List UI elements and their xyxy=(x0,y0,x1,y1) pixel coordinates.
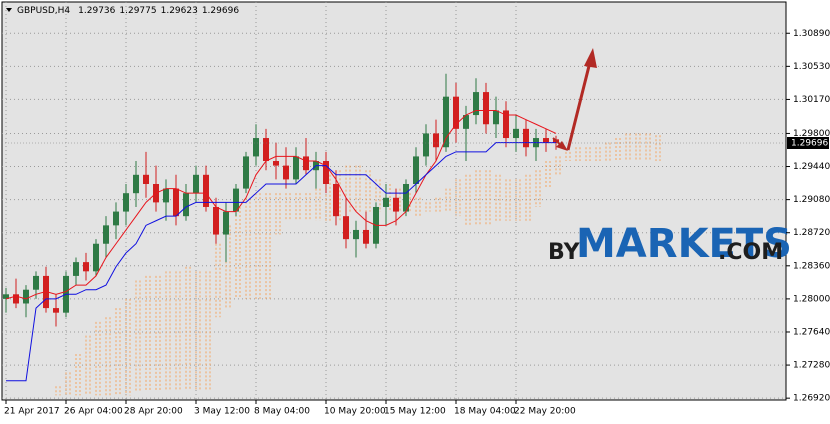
candle-body xyxy=(333,183,339,217)
arrow-head xyxy=(584,48,597,68)
header-close: 1.29696 xyxy=(202,6,239,16)
header-icon xyxy=(6,8,12,12)
header-high: 1.29775 xyxy=(119,6,156,16)
candle-body xyxy=(433,133,439,148)
candle-body xyxy=(523,128,529,148)
candle-body xyxy=(513,128,519,139)
candle-body xyxy=(23,289,29,304)
y-tick-label: 1.29080 xyxy=(793,195,830,205)
candle-body xyxy=(83,262,89,272)
y-tick-label: 1.29440 xyxy=(793,162,830,172)
y-tick-label: 1.30530 xyxy=(793,62,830,72)
y-tick-label: 1.28360 xyxy=(793,261,830,271)
watermark-brand: MARKETS xyxy=(576,221,792,267)
candle-body xyxy=(503,110,509,139)
cloud xyxy=(55,133,661,396)
candle-body xyxy=(113,211,119,226)
candle-body xyxy=(3,294,9,299)
watermark-prefix: BY xyxy=(548,240,581,265)
arrow-small-head xyxy=(556,141,568,151)
candle-body xyxy=(223,211,229,235)
candle-body xyxy=(323,161,329,184)
forecast-arrow xyxy=(552,48,597,151)
candle-body xyxy=(263,138,269,162)
candle-body xyxy=(213,206,219,235)
candle-body xyxy=(353,229,359,240)
candle-body xyxy=(303,156,309,171)
candle-body xyxy=(193,174,199,194)
candle-body xyxy=(123,193,129,212)
candle-body xyxy=(13,294,19,304)
candle-body xyxy=(473,92,479,116)
candle-body xyxy=(233,188,239,212)
candle-body xyxy=(73,262,79,276)
x-tick-label: 10 May 20:00 xyxy=(324,407,386,417)
x-tick-label: 8 May 04:00 xyxy=(254,407,310,417)
layers xyxy=(2,2,786,400)
candle-body xyxy=(493,110,499,125)
arrow-shaft xyxy=(566,61,592,151)
x-tick-label: 15 May 12:00 xyxy=(384,407,446,417)
header-open: 1.29736 xyxy=(78,6,115,16)
y-tick-label: 1.27640 xyxy=(793,327,830,337)
header-text: GBPUSD,H4 1.29736 1.29775 1.29623 1.29696 xyxy=(17,6,239,16)
candle-body xyxy=(413,156,419,184)
candle-body xyxy=(143,174,149,184)
indicator-line xyxy=(5,109,557,300)
candle-body xyxy=(93,243,99,272)
y-tick-label: 1.27280 xyxy=(793,361,830,371)
candle-body xyxy=(33,275,39,290)
candle-body xyxy=(103,225,109,244)
candle-body xyxy=(53,308,59,313)
candle-body xyxy=(543,138,549,143)
candle-body xyxy=(273,161,279,166)
candle-body xyxy=(183,193,189,217)
candle-body xyxy=(253,138,259,157)
x-tick-label: 21 Apr 2017 xyxy=(4,407,60,417)
header: GBPUSD,H4 1.29736 1.29775 1.29623 1.29696 xyxy=(6,6,239,16)
last-price-box xyxy=(787,137,829,150)
last-price-label: 1.29696 xyxy=(791,139,828,149)
watermark: BY MARKETS .COM xyxy=(548,221,792,267)
y-tick-label: 1.30170 xyxy=(793,95,830,105)
candle-body xyxy=(453,96,459,129)
candles xyxy=(3,73,559,327)
watermark-suffix: .COM xyxy=(718,240,783,265)
candle-body xyxy=(163,188,169,203)
candle-body xyxy=(383,197,389,207)
y-tick-label: 1.28000 xyxy=(793,294,830,304)
candle-body xyxy=(403,183,409,212)
x-tick-label: 28 Apr 20:00 xyxy=(124,407,183,417)
candle-body xyxy=(393,197,399,212)
candle-body xyxy=(423,133,429,157)
header-low: 1.29623 xyxy=(161,6,198,16)
candle-body xyxy=(483,92,489,125)
candle-body xyxy=(343,216,349,240)
candle-body xyxy=(443,96,449,148)
candle-body xyxy=(173,188,179,217)
indicator-line xyxy=(6,142,556,382)
candle-body xyxy=(283,165,289,180)
x-tick-label: 18 May 04:00 xyxy=(454,407,516,417)
candle-body xyxy=(293,156,299,180)
candle-body xyxy=(203,174,209,207)
x-tick-label: 3 May 12:00 xyxy=(194,407,250,417)
candle-body xyxy=(243,156,249,189)
y-tick-label: 1.29800 xyxy=(793,129,830,139)
y-tick-label: 1.30890 xyxy=(793,29,830,39)
candle-body xyxy=(363,229,369,244)
x-tick-label: 22 May 20:00 xyxy=(514,407,576,417)
y-tick-label: 1.28720 xyxy=(793,228,830,238)
x-tick-label: 26 Apr 04:00 xyxy=(64,407,123,417)
candle-body xyxy=(133,174,139,194)
candle-body xyxy=(463,115,469,129)
y-tick-label: 1.26920 xyxy=(793,394,830,404)
header-symbol: GBPUSD,H4 xyxy=(17,6,70,16)
